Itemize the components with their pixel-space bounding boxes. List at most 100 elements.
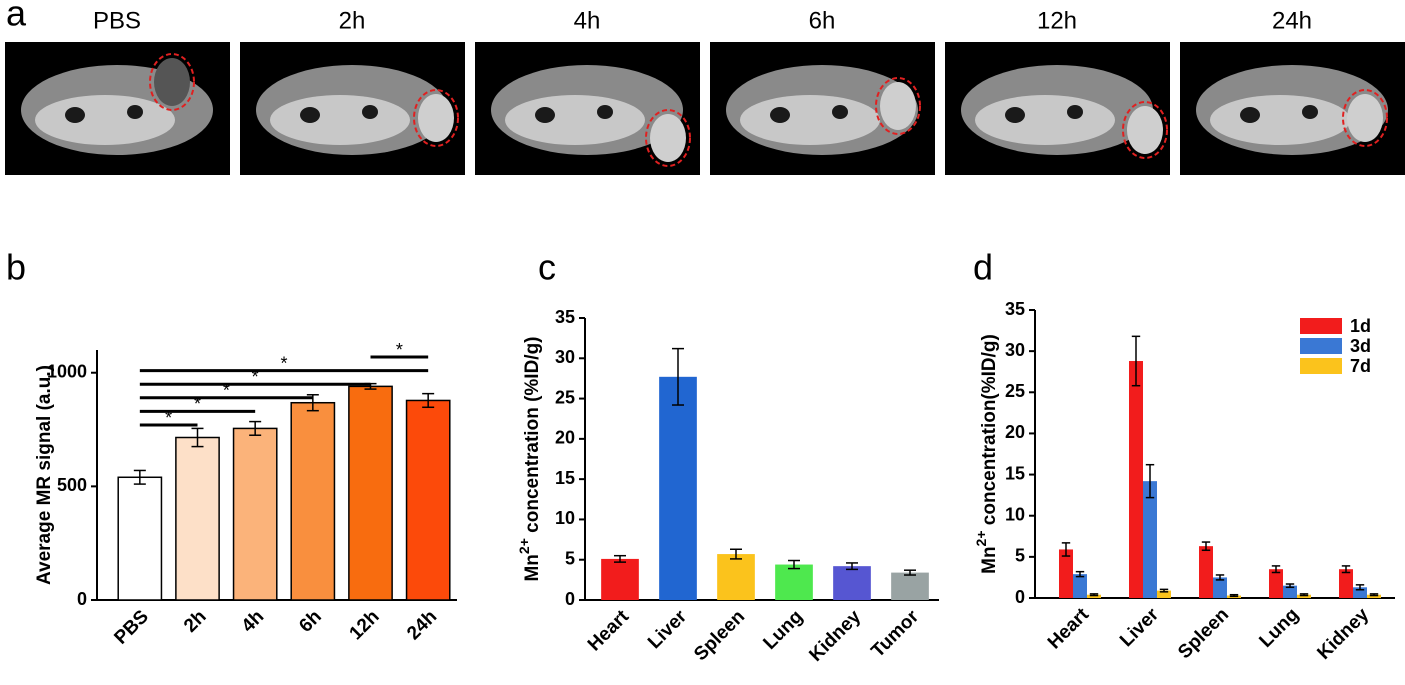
y-label-sup: 2+ — [973, 530, 989, 546]
error-bar — [1131, 335, 1141, 387]
error-bar — [904, 569, 916, 576]
tumor — [880, 82, 916, 130]
bar — [717, 554, 755, 600]
bar — [1143, 481, 1157, 598]
tumor-outline — [875, 77, 921, 135]
error-bar — [1271, 565, 1281, 574]
error-bar — [1145, 463, 1155, 499]
y-tick-label: 25 — [1005, 381, 1025, 401]
bar — [1157, 590, 1171, 598]
legend-label: 7d — [1350, 356, 1371, 376]
organ — [1005, 107, 1025, 123]
y-label-rest: concentration (%ID/g) — [522, 336, 543, 538]
x-tick-label: Heart — [584, 606, 634, 656]
significance-label: * — [252, 367, 259, 387]
y-label-text: Mn — [979, 546, 1000, 573]
y-axis-label: Average MR signal (a.u.) — [34, 365, 55, 585]
x-tick-label: Heart — [1044, 604, 1094, 654]
error-bar — [133, 469, 146, 485]
mouse-tissue — [35, 95, 175, 145]
significance-label: * — [194, 394, 201, 414]
significance-label: * — [280, 353, 287, 373]
x-tick-label: Kidney — [1313, 604, 1373, 664]
image-title: PBS — [93, 7, 141, 34]
y-tick-label: 30 — [1005, 340, 1025, 360]
organ — [1240, 107, 1260, 123]
tumor-outline — [1342, 89, 1388, 147]
bar — [1129, 361, 1143, 598]
legend-swatch — [1300, 318, 1342, 334]
y-tick-label: 1000 — [47, 361, 87, 381]
bar — [290, 401, 336, 601]
y-tick-label: 30 — [555, 347, 575, 367]
x-tick-label: Tumor — [867, 606, 923, 662]
bar — [1087, 594, 1101, 598]
x-tick-label: 24h — [403, 606, 441, 644]
bar — [1367, 594, 1381, 598]
organ — [127, 105, 143, 119]
mouse-tissue — [270, 95, 410, 145]
error-bar — [1215, 574, 1225, 581]
error-bar — [1355, 584, 1365, 591]
organ — [770, 107, 790, 123]
y-label-rest: concentration(%ID/g) — [979, 334, 1000, 530]
organ — [300, 107, 320, 123]
x-tick-label: Lung — [1255, 604, 1303, 652]
error-bar — [191, 427, 204, 448]
organ — [597, 105, 613, 119]
bar — [775, 564, 813, 600]
organ — [65, 107, 85, 123]
image-title: 6h — [809, 7, 836, 34]
tumor — [1127, 106, 1163, 154]
panel-label: c — [538, 247, 556, 288]
legend-label: 3d — [1350, 336, 1371, 356]
bar — [175, 436, 220, 601]
bar — [601, 558, 639, 600]
x-tick-label: Kidney — [805, 606, 865, 666]
y-axis-label: Mn2+ concentration (%ID/g) — [516, 336, 543, 581]
x-tick-label: 2h — [180, 606, 211, 637]
bar — [1269, 569, 1283, 598]
y-label-sup: 2+ — [516, 538, 532, 554]
x-tick-label: 12h — [346, 606, 384, 644]
significance-label: * — [165, 408, 172, 428]
organ — [1302, 105, 1318, 119]
tumor-outline — [645, 109, 691, 167]
x-tick-label: Liver — [1116, 604, 1163, 651]
panel-label: a — [6, 0, 27, 34]
mouse-tissue — [505, 95, 645, 145]
y-tick-label: 0 — [1015, 587, 1025, 607]
bar — [833, 566, 871, 600]
image-title: 24h — [1272, 7, 1312, 34]
error-bar — [1285, 583, 1295, 589]
bar — [1073, 574, 1087, 598]
image-title: 4h — [574, 7, 601, 34]
organ — [1067, 105, 1083, 119]
x-tick-label: Spleen — [690, 606, 749, 665]
tumor-outline — [413, 89, 459, 147]
error-bar — [1341, 565, 1351, 574]
x-tick-label: 6h — [295, 606, 326, 637]
error-bar — [1201, 541, 1211, 552]
tumor — [418, 94, 454, 142]
mouse-tissue — [1210, 95, 1350, 145]
tumor — [650, 114, 686, 162]
x-tick-label: 4h — [238, 606, 269, 637]
organ — [362, 105, 378, 119]
tumor — [154, 58, 190, 106]
error-bar — [249, 420, 262, 436]
bar — [348, 385, 393, 601]
mouse-tissue — [975, 95, 1115, 145]
bar — [1059, 549, 1073, 598]
bar — [659, 376, 697, 600]
legend-label: 1d — [1350, 316, 1371, 336]
error-bar — [1061, 542, 1071, 557]
x-tick-label: Spleen — [1174, 604, 1233, 663]
bar — [1297, 594, 1311, 598]
bar — [405, 399, 451, 601]
y-tick-label: 10 — [1005, 504, 1025, 524]
legend-swatch — [1300, 358, 1342, 374]
error-bar — [614, 554, 626, 563]
error-bar — [1299, 593, 1309, 597]
x-tick-label: Liver — [644, 606, 691, 653]
